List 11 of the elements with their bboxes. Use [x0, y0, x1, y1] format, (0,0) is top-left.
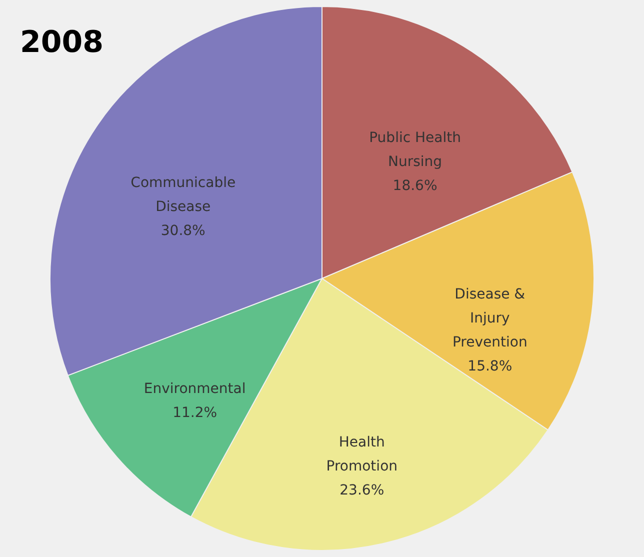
data-label: 15.8% — [468, 358, 512, 374]
slice-label: Public Health Nursing — [369, 130, 461, 170]
slice-label: Health Promotion — [326, 434, 398, 474]
slice-label: Communicable Disease — [130, 174, 236, 215]
text: 2008 — [20, 25, 104, 60]
slice-label: Disease & Injury Prevention — [452, 286, 528, 350]
data-label: 23.6% — [340, 482, 384, 498]
data-label: 18.6% — [392, 178, 438, 194]
data-label: 11.2% — [172, 405, 218, 422]
data-label: 30.8% — [160, 222, 206, 239]
slice-label: Environmental — [144, 381, 246, 398]
